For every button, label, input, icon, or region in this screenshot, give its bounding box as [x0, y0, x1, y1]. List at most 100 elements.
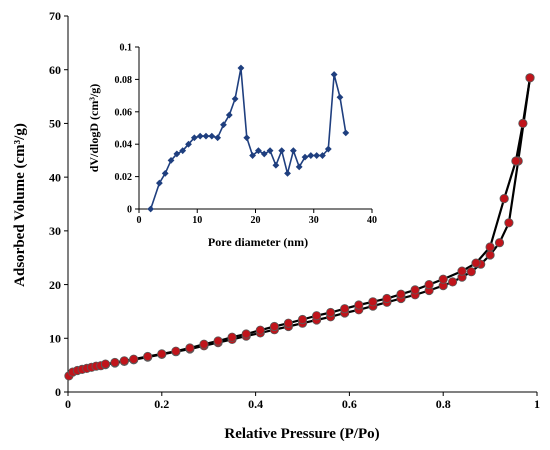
main-y-tick-label: 20 — [49, 278, 61, 292]
pore-size-distribution-point — [231, 95, 239, 103]
main-x-tick-label: 0.4 — [248, 397, 263, 411]
desorption-point — [119, 356, 129, 366]
pore-size-distribution-point — [342, 129, 350, 137]
pore-size-distribution-point — [278, 147, 286, 155]
desorption-point — [110, 357, 120, 368]
pore-size-distribution-point — [202, 132, 210, 140]
desorption-point — [396, 289, 406, 299]
pore-size-distribution-point — [190, 134, 198, 142]
pore-size-distribution-point — [214, 134, 222, 142]
desorption-point — [143, 351, 153, 362]
inset-x-tick-label: 40 — [367, 215, 377, 226]
pore-size-distribution-point — [301, 153, 309, 161]
pore-size-distribution-point — [272, 161, 280, 169]
inset-y-tick-label: 0.1 — [120, 43, 133, 54]
pore-size-distribution-point — [295, 163, 303, 171]
pore-size-distribution-point — [225, 111, 233, 119]
main-x-tick-label: 0.6 — [342, 397, 357, 411]
desorption-point — [457, 266, 467, 276]
desorption-point — [499, 194, 509, 204]
main-x-tick-label: 1 — [534, 397, 540, 411]
inset-y-tick-label: 0 — [127, 205, 132, 216]
inset-y-tick-label: 0.08 — [115, 75, 133, 86]
desorption-point — [424, 279, 434, 290]
main-y-tick-label: 40 — [49, 170, 61, 184]
desorption-point — [485, 242, 495, 252]
adsorption-line — [68, 77, 532, 377]
desorption-point — [171, 346, 181, 356]
pore-size-distribution-point — [284, 169, 291, 177]
pore-size-distribution-point — [324, 145, 332, 153]
adsorption-point — [504, 218, 514, 228]
inset-y-tick-label: 0.06 — [115, 107, 133, 118]
adsorption-point — [466, 267, 476, 277]
desorption-point — [511, 156, 521, 166]
main-y-tick-label: 50 — [49, 117, 61, 131]
pore-size-distribution-point — [220, 121, 227, 129]
desorption-point — [382, 293, 392, 304]
pore-size-distribution-point — [237, 64, 245, 72]
desorption-point — [297, 314, 308, 325]
pore-size-distribution-point — [243, 134, 251, 142]
pore-size-distribution-point — [167, 157, 175, 164]
desorption-point — [518, 118, 528, 129]
desorption-point — [283, 318, 293, 328]
desorption-point — [100, 359, 111, 369]
inset-axes: 0 10 20 30 40 0 0.02 0.04 0.06 0.08 0.1 — [115, 43, 378, 227]
desorption-point — [185, 343, 195, 353]
desorption-point — [368, 297, 378, 307]
main-x-tick-label: 0.8 — [436, 397, 451, 411]
pore-size-distribution-point — [147, 205, 155, 213]
desorption-point — [213, 336, 223, 346]
pore-size-distribution-point — [249, 152, 256, 159]
pore-size-distribution-point — [179, 147, 187, 155]
pore-size-distribution-point — [313, 152, 321, 159]
main-x-tick-label: 0.2 — [154, 397, 169, 411]
pore-size-distribution-point — [208, 132, 216, 140]
inset-x-tick-label: 10 — [192, 215, 202, 226]
main-x-tick-label: 0 — [65, 397, 71, 411]
inset-x-tick-label: 30 — [309, 215, 319, 226]
desorption-point — [438, 274, 448, 284]
inset-x-axis-label: Pore diameter (nm) — [208, 235, 308, 249]
main-y-tick-label: 10 — [49, 331, 61, 345]
main-y-tick-label: 30 — [49, 224, 61, 238]
pore-size-distribution-point — [307, 152, 315, 159]
inset-y-tick-label: 0.02 — [115, 172, 133, 183]
pore-size-distribution-point — [260, 150, 268, 158]
pore-size-distribution-point — [185, 140, 192, 148]
main-y-tick-label: 70 — [49, 9, 61, 23]
inset-x-tick-label: 0 — [137, 215, 142, 226]
inset-x-tick-label: 20 — [251, 215, 261, 226]
pore-size-distribution-point — [196, 132, 204, 140]
main-x-axis-label: Relative Pressure (P/Po) — [224, 426, 379, 442]
pore-size-distribution-point — [255, 147, 262, 155]
inset-chart: 0 10 20 30 40 0 0.02 0.04 0.06 0.08 0.1 Pore diame… — [87, 43, 377, 250]
adsorption-point — [447, 277, 458, 287]
pore-size-distribution-point — [319, 152, 326, 159]
adsorption-point — [485, 250, 495, 260]
main-y-axis-label: Adsorbed Volume (cm³/g) — [12, 123, 28, 287]
pore-size-distribution-point — [330, 71, 338, 78]
inset-y-tick-label: 0.04 — [115, 140, 133, 151]
main-y-tick-label: 0 — [55, 385, 61, 399]
desorption-point — [269, 321, 279, 332]
desorption-point — [525, 73, 535, 83]
desorption-point — [340, 304, 350, 314]
pore-size-distribution-point — [289, 147, 297, 155]
desorption-point — [311, 311, 322, 321]
main-y-tick-label: 60 — [49, 63, 61, 77]
pore-size-distribution-point — [173, 150, 181, 158]
desorption-point — [255, 325, 265, 335]
main-series — [64, 73, 535, 381]
pore-size-distribution-point — [336, 93, 344, 101]
desorption-point — [241, 329, 251, 339]
desorption-point — [354, 300, 364, 310]
desorption-point — [325, 307, 336, 318]
desorption-point — [199, 339, 209, 349]
pore-size-distribution-point — [266, 147, 274, 155]
desorption-point — [157, 349, 167, 359]
